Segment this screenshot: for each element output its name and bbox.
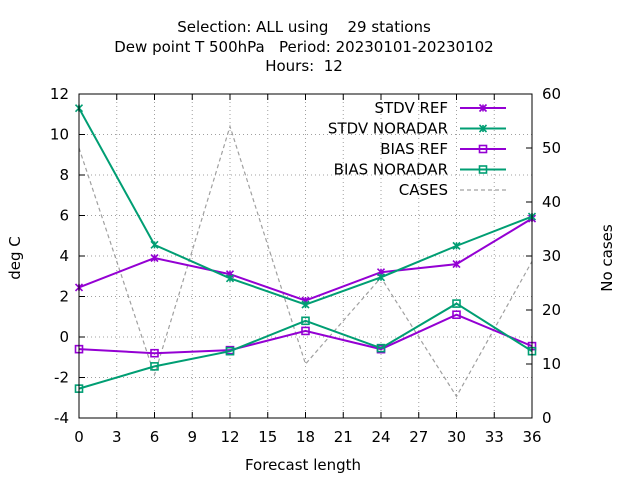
legend-entry-cases: CASES xyxy=(399,181,506,199)
x-tick-label: 30 xyxy=(447,428,466,446)
x-tick-label: 21 xyxy=(334,428,353,446)
x-tick-label: 24 xyxy=(371,428,390,446)
y2-tick-label: 0 xyxy=(542,409,552,427)
data-point-stdv-ref xyxy=(150,253,159,263)
series-cases xyxy=(78,124,533,398)
legend-entry-stdv-ref: STDV REF xyxy=(374,99,506,117)
series-line-cases xyxy=(78,124,533,398)
y-tick-label: 10 xyxy=(50,126,69,144)
data-point-bias-noradar xyxy=(376,343,386,353)
chart-title: Selection: ALL using 29 stations Dew poi… xyxy=(114,18,493,75)
data-point-bias-noradar xyxy=(150,362,159,371)
legend-marker xyxy=(478,124,488,133)
series-stdv-noradar xyxy=(74,104,537,309)
legend-label: CASES xyxy=(399,181,448,199)
x-tick-label: 6 xyxy=(150,428,160,446)
y-tick-label: -4 xyxy=(54,409,69,427)
y2-tick-label: 60 xyxy=(542,85,561,103)
data-point-bias-ref xyxy=(452,310,461,320)
data-point-bias-noradar xyxy=(452,299,461,308)
y-tick-label: 12 xyxy=(50,85,69,103)
y2-axis-label: No cases xyxy=(598,224,616,292)
series-line-bias-ref xyxy=(78,313,533,355)
legend: STDV REF STDV NORADAR BIAS REF BIAS NORADAR… xyxy=(328,99,506,199)
x-axis-label: Forecast length xyxy=(245,456,361,474)
legend-entry-bias-ref: BIAS REF xyxy=(380,140,506,158)
title-line-2: Dew point T 500hPa Period: 20230101-2023… xyxy=(114,38,493,56)
y-tick-label: 4 xyxy=(59,247,69,265)
y2-tick-label: 10 xyxy=(542,355,561,373)
x-tick-label: 36 xyxy=(522,428,541,446)
legend-label: STDV NORADAR xyxy=(328,120,448,138)
x-tick-label: 18 xyxy=(296,428,315,446)
x-tick-label: 0 xyxy=(74,428,84,446)
y2-tick-label: 30 xyxy=(542,247,561,265)
y-tick-label: 2 xyxy=(59,288,69,306)
data-point-stdv-noradar xyxy=(301,300,310,309)
y-tick-label: 0 xyxy=(59,328,69,346)
series-layer xyxy=(74,104,537,393)
title-line-3: Hours: 12 xyxy=(265,57,343,75)
data-point-bias-noradar xyxy=(301,316,310,326)
data-point-bias-ref xyxy=(301,326,310,336)
legend-entry-stdv-noradar: STDV NORADAR xyxy=(328,120,506,138)
legend-entry-bias-noradar: BIAS NORADAR xyxy=(334,161,506,179)
title-line-1: Selection: ALL using 29 stations xyxy=(177,18,431,36)
x-tick-label: 9 xyxy=(187,428,197,446)
legend-marker xyxy=(478,165,488,174)
data-point-bias-ref xyxy=(150,348,159,358)
x-tick-label: 3 xyxy=(112,428,122,446)
y-axis-label: deg C xyxy=(6,236,24,280)
legend-label: STDV REF xyxy=(374,99,448,117)
data-point-stdv-noradar xyxy=(225,274,235,283)
x-tick-label: 27 xyxy=(409,428,428,446)
x-tick-label: 33 xyxy=(485,428,504,446)
data-point-stdv-ref xyxy=(452,260,461,269)
data-point-stdv-noradar xyxy=(376,273,386,282)
y2-tick-label: 40 xyxy=(542,193,561,211)
y-tick-label: -2 xyxy=(54,369,69,387)
axis-ticks: 0 3 6 9 12 15 18 21 24 27 30 33 36-4-202468101201020… xyxy=(50,85,561,446)
legend-label: BIAS REF xyxy=(380,140,448,158)
legend-marker xyxy=(478,144,488,154)
legend-marker xyxy=(478,103,488,113)
data-point-bias-noradar xyxy=(225,346,235,356)
cases-series-layer xyxy=(78,124,533,398)
y-tick-label: 8 xyxy=(59,166,69,184)
x-tick-label: 15 xyxy=(258,428,277,446)
y-tick-label: 6 xyxy=(59,207,69,225)
y2-tick-label: 20 xyxy=(542,301,561,319)
legend-label: BIAS NORADAR xyxy=(334,161,448,179)
data-point-stdv-noradar xyxy=(452,241,461,250)
x-tick-label: 12 xyxy=(220,428,239,446)
series-line-bias-noradar xyxy=(78,302,533,390)
y2-tick-label: 50 xyxy=(542,139,561,157)
data-point-stdv-noradar xyxy=(150,240,159,249)
